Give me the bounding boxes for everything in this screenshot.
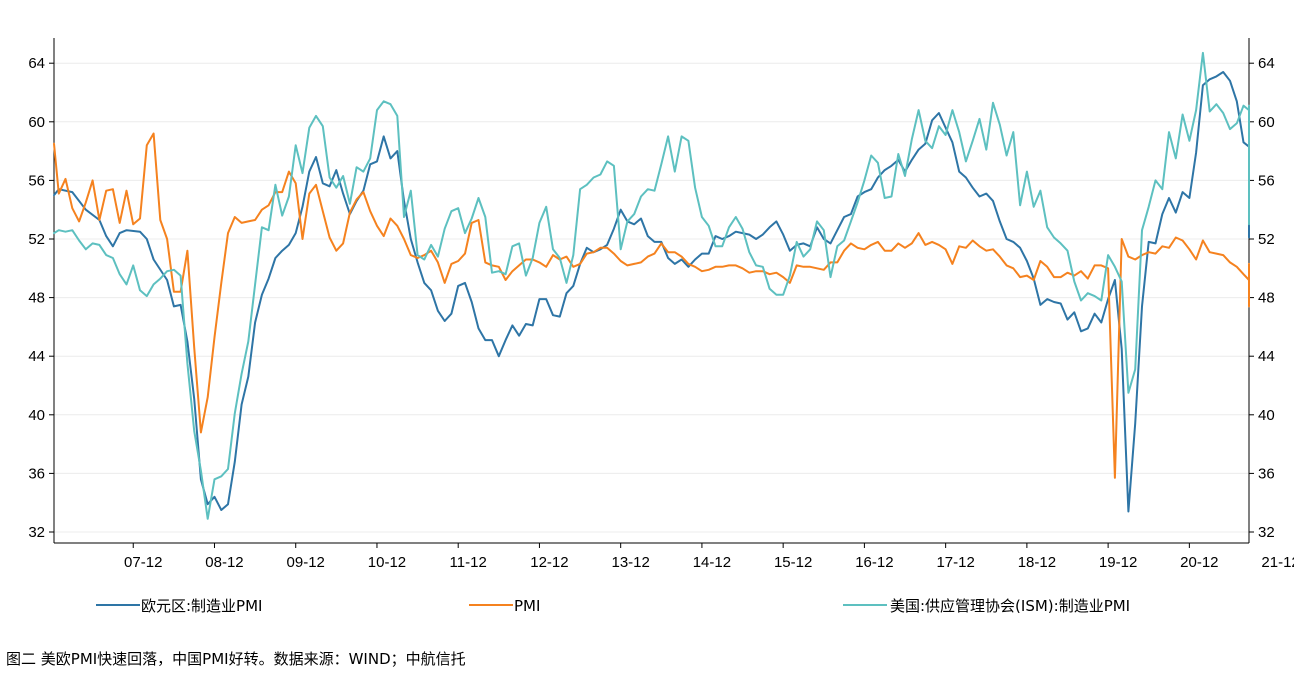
y-left-tick-label: 56	[28, 172, 45, 189]
x-tick-label: 21-12	[1261, 554, 1294, 571]
x-tick-label: 16-12	[855, 554, 893, 571]
x-tick-label: 13-12	[611, 554, 649, 571]
x-tick-label: 08-12	[205, 554, 243, 571]
x-tick-label: 12-12	[530, 554, 568, 571]
y-right-tick-label: 64	[1258, 55, 1275, 72]
x-tick-label: 09-12	[287, 554, 325, 571]
x-tick-label: 15-12	[774, 554, 812, 571]
x-tick-label: 10-12	[368, 554, 406, 571]
series-line-2	[53, 51, 1250, 520]
y-left-tick-label: 52	[28, 231, 45, 248]
y-left-tick-label: 44	[28, 348, 45, 365]
y-left-tick-label: 36	[28, 465, 45, 482]
x-tick-label: 07-12	[124, 554, 162, 571]
legend-label-0: 欧元区:制造业PMI	[141, 597, 262, 615]
y-right-tick-label: 52	[1258, 231, 1275, 248]
x-tick-label: 14-12	[693, 554, 731, 571]
y-left-tick-label: 40	[28, 407, 45, 424]
series-line-1	[53, 132, 1250, 479]
y-left-tick-label: 64	[28, 55, 45, 72]
series-lines	[53, 51, 1250, 520]
x-tick-label: 20-12	[1180, 554, 1218, 571]
x-tick-label: 17-12	[936, 554, 974, 571]
y-right-tick-label: 44	[1258, 348, 1275, 365]
y-right-tick-label: 36	[1258, 465, 1275, 482]
legend-label-1: PMI	[514, 597, 540, 615]
y-right-tick-label: 40	[1258, 407, 1275, 424]
y-left-tick-label: 48	[28, 290, 45, 307]
x-tick-label: 19-12	[1099, 554, 1137, 571]
y-right-tick-label: 48	[1258, 290, 1275, 307]
legend-label-2: 美国:供应管理协会(ISM):制造业PMI	[890, 597, 1130, 615]
y-right-tick-label: 32	[1258, 524, 1275, 541]
y-left-tick-label: 60	[28, 114, 45, 131]
gridlines	[54, 62, 1249, 533]
x-tick-label: 18-12	[1018, 554, 1056, 571]
y-left-tick-label: 32	[28, 524, 45, 541]
chart: 32 36 40 44 48 52 56 60 64 32 36 40 44 48 52 56 60 64 07-1…	[28, 38, 1294, 615]
figure-caption: 图二 美欧PMI快速回落，中国PMI好转。数据来源：WIND；中航信托	[6, 650, 466, 668]
x-tick-label: 11-12	[450, 554, 487, 571]
legend: 欧元区:制造业PMI PMI 美国:供应管理协会(ISM):制造业PMI	[96, 597, 1130, 615]
series-line-0	[53, 71, 1250, 513]
y-right-tick-label: 56	[1258, 172, 1275, 189]
y-right-tick-label: 60	[1258, 114, 1275, 131]
